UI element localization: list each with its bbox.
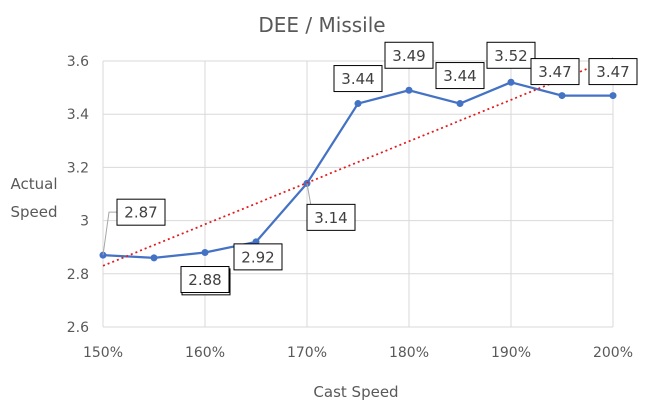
series-line xyxy=(102,81,613,259)
y-axis-label-line-1: Actual xyxy=(11,175,58,193)
data-label: 3.52 xyxy=(494,47,527,65)
y-tick-label: 3.4 xyxy=(67,107,89,123)
x-tick-label: 170% xyxy=(287,345,327,361)
y-tick-label: 3.6 xyxy=(67,54,89,70)
data-label: 3.49 xyxy=(392,47,425,65)
data-label-box xyxy=(486,41,536,69)
y-tick-label: 3.2 xyxy=(67,160,89,176)
data-label-box xyxy=(180,266,230,294)
data-label: 3.14 xyxy=(314,209,347,227)
x-tick-label: 180% xyxy=(389,345,429,361)
x-axis-label: Cast Speed xyxy=(313,383,398,401)
x-tick-label: 150% xyxy=(83,345,123,361)
data-label-box xyxy=(530,58,580,86)
chart-title: DEE / Missile xyxy=(258,13,385,37)
data-point xyxy=(201,249,209,257)
trendline xyxy=(102,57,614,267)
data-label-box xyxy=(233,243,283,271)
data-point xyxy=(609,92,617,100)
data-label-box xyxy=(384,41,434,69)
data-point xyxy=(558,92,566,100)
data-label: 2.87 xyxy=(124,204,157,222)
data-label: 3.47 xyxy=(596,63,629,81)
data-label: 2.88 xyxy=(188,271,221,289)
data-point xyxy=(405,86,413,94)
data-labels: 2.872.862.882.923.143.443.493.443.523.47… xyxy=(102,41,638,296)
y-tick-label: 2.6 xyxy=(67,320,89,336)
trendline-layer xyxy=(102,57,614,267)
data-label-box xyxy=(333,65,383,93)
y-tick-label: 2.8 xyxy=(67,267,89,283)
y-tick-label: 3 xyxy=(80,214,89,230)
y-axis-ticks: 2.6 2.8 3 3.2 3.4 3.6 xyxy=(67,54,89,336)
x-tick-label: 200% xyxy=(593,345,633,361)
data-series xyxy=(99,78,617,262)
data-label-box xyxy=(306,203,356,231)
data-label-box xyxy=(588,58,638,86)
data-point xyxy=(456,100,464,108)
x-axis-ticks: 150% 160% 170% 180% 190% 200% xyxy=(83,345,633,361)
x-tick-label: 190% xyxy=(491,345,531,361)
data-point xyxy=(354,100,362,108)
y-axis-label-line-2: Speed xyxy=(10,203,57,221)
x-tick-label: 160% xyxy=(185,345,225,361)
data-label: 2.92 xyxy=(241,248,274,266)
data-point xyxy=(507,78,515,86)
data-label: 3.44 xyxy=(443,67,476,85)
data-label: 3.47 xyxy=(538,63,571,81)
data-label-box xyxy=(116,198,166,226)
data-label-leader xyxy=(102,211,117,256)
data-label-box xyxy=(435,62,485,90)
data-label: 3.44 xyxy=(341,70,374,88)
data-point xyxy=(150,254,158,262)
